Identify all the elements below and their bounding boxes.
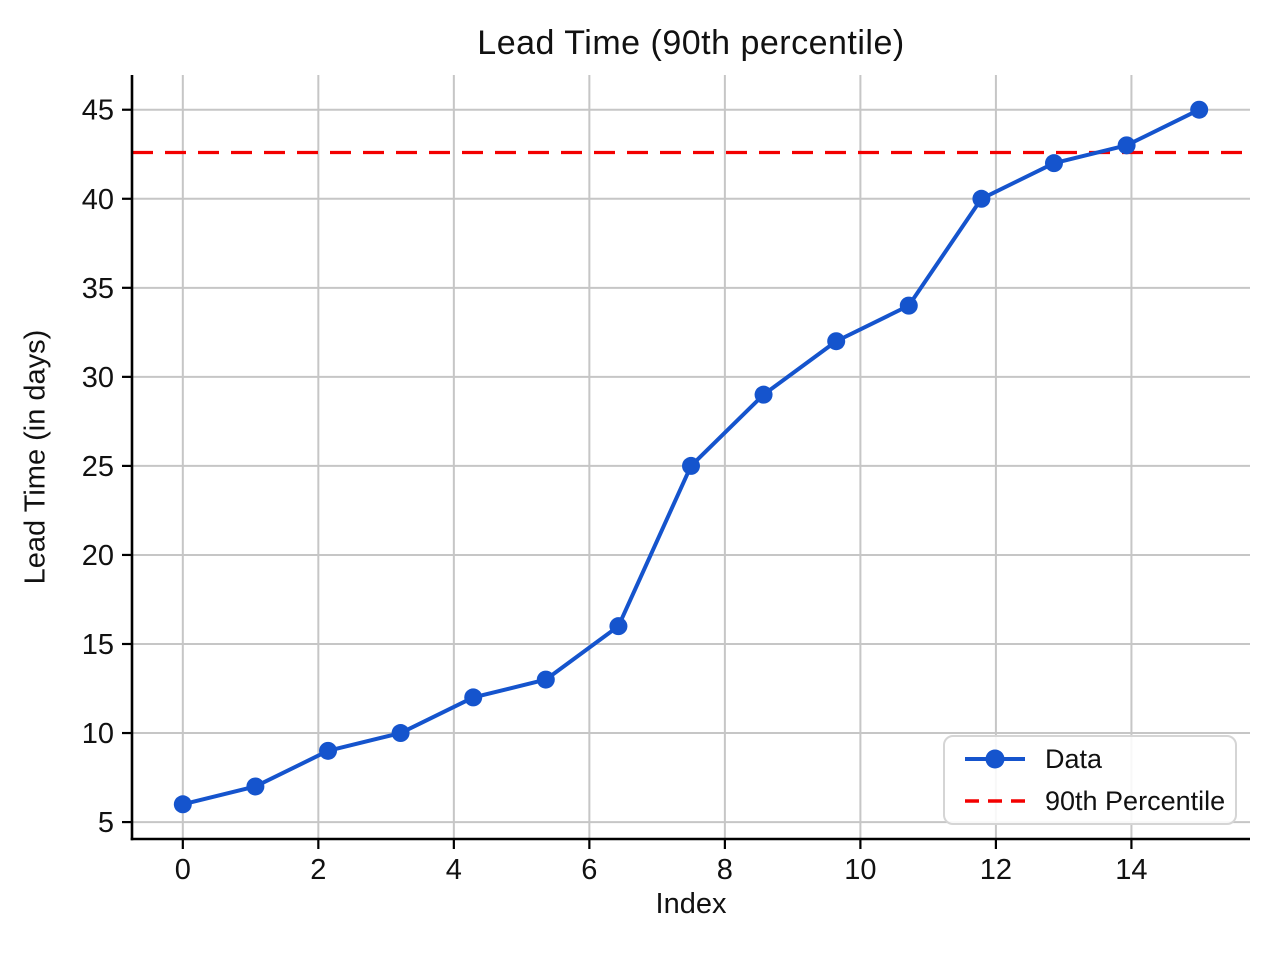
data-point-marker xyxy=(464,688,483,707)
data-point-marker xyxy=(1190,100,1209,119)
legend-item-percentile: 90th Percentile xyxy=(963,782,1235,820)
y-tick-label: 10 xyxy=(82,718,114,750)
data-point-marker xyxy=(682,456,700,475)
data-point-marker xyxy=(1044,154,1063,173)
y-tick-label: 25 xyxy=(82,451,114,483)
data-point-marker xyxy=(1117,136,1136,155)
data-point-marker xyxy=(319,741,338,760)
x-tick-label: 4 xyxy=(446,854,462,886)
legend-label-percentile: 90th Percentile xyxy=(1045,785,1226,816)
x-tick-label: 6 xyxy=(581,854,597,886)
data-point-marker xyxy=(536,670,555,689)
data-point-marker xyxy=(609,617,628,636)
data-point-marker xyxy=(391,724,410,743)
y-tick-label: 40 xyxy=(82,184,114,216)
y-axis-label: Lead Time (in days) xyxy=(19,329,52,585)
y-tick-label: 15 xyxy=(82,629,114,661)
data-point-marker xyxy=(173,795,192,814)
x-tick-label: 12 xyxy=(980,854,1012,886)
chart-title: Lead Time (90th percentile) xyxy=(477,24,905,62)
legend: Data 90th Percentile xyxy=(943,735,1237,825)
x-tick-label: 14 xyxy=(1115,854,1147,886)
x-axis-label: Index xyxy=(655,888,727,920)
x-tick-label: 10 xyxy=(844,854,876,886)
line-with-marker-icon xyxy=(965,749,1025,769)
dashed-line-icon xyxy=(965,799,1025,803)
legend-label-data: Data xyxy=(1045,743,1103,774)
data-point-marker xyxy=(827,332,846,351)
legend-item-data: Data xyxy=(963,740,1235,778)
y-tick-label: 5 xyxy=(98,807,114,839)
y-tick-label: 30 xyxy=(82,362,114,394)
data-point-marker xyxy=(754,385,773,404)
x-tick-label: 0 xyxy=(175,854,191,886)
x-tick-label: 8 xyxy=(717,854,733,886)
data-point-marker xyxy=(246,777,265,796)
y-tick-label: 45 xyxy=(82,95,114,127)
y-tick-label: 20 xyxy=(82,540,114,572)
y-tick-label: 35 xyxy=(82,273,114,305)
data-point-marker xyxy=(899,296,918,315)
data-point-marker xyxy=(972,189,991,208)
x-tick-label: 2 xyxy=(310,854,326,886)
